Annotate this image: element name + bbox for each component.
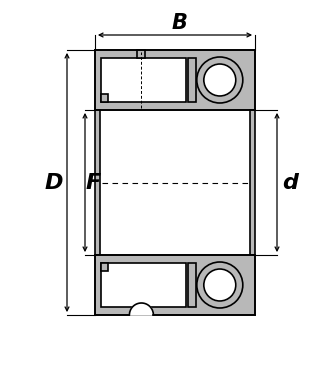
Text: D: D (45, 172, 63, 192)
Circle shape (197, 57, 243, 103)
Circle shape (204, 64, 236, 96)
Circle shape (197, 262, 243, 308)
Polygon shape (129, 303, 153, 315)
Polygon shape (101, 263, 108, 271)
Polygon shape (101, 58, 186, 102)
Circle shape (204, 269, 236, 301)
Polygon shape (95, 110, 100, 255)
Text: F: F (86, 172, 101, 192)
Polygon shape (188, 58, 196, 102)
Text: d: d (282, 172, 298, 192)
Text: B: B (172, 13, 188, 33)
Polygon shape (95, 50, 255, 110)
Polygon shape (101, 263, 186, 307)
Polygon shape (250, 110, 255, 255)
Polygon shape (137, 50, 145, 58)
Polygon shape (95, 255, 255, 315)
Polygon shape (188, 263, 196, 307)
Polygon shape (101, 94, 108, 102)
